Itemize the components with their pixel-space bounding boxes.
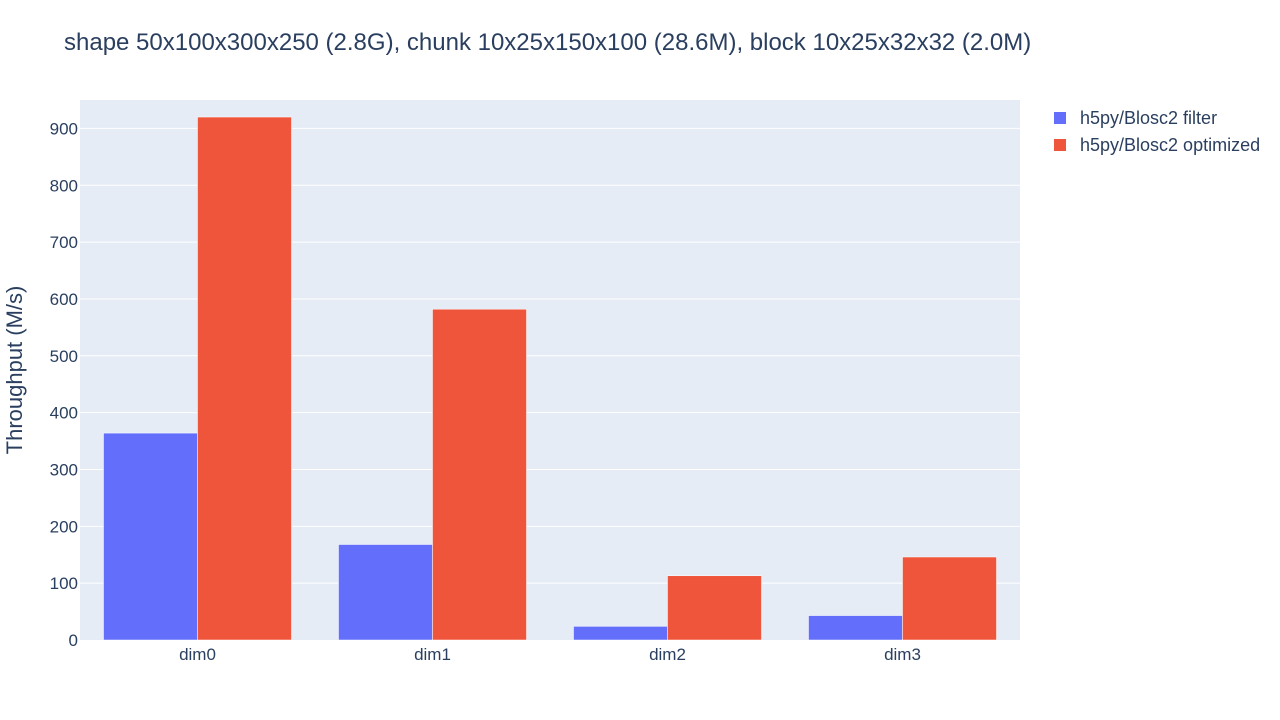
legend-swatch	[1054, 139, 1066, 151]
x-tick-label: dim3	[884, 645, 921, 664]
y-tick-label: 500	[50, 347, 78, 366]
y-tick-label: 400	[50, 404, 78, 423]
y-tick-label: 900	[50, 119, 78, 138]
chart-title: shape 50x100x300x250 (2.8G), chunk 10x25…	[64, 29, 1031, 56]
legend-label: h5py/Blosc2 filter	[1080, 108, 1217, 128]
bar-dim0-series-0	[103, 432, 198, 641]
bar-dim3-series-0	[808, 615, 903, 641]
x-tick-label: dim1	[414, 645, 451, 664]
y-tick-label: 800	[50, 176, 78, 195]
y-axis-title: Throughput (M/s)	[2, 286, 27, 455]
y-tick-label: 600	[50, 290, 78, 309]
y-axis-ticks: 0 100 200 300 400 500 600 700 800 900	[50, 119, 78, 650]
y-tick-label: 700	[50, 233, 78, 252]
bar-dim3-series-1	[902, 556, 997, 641]
legend-swatch	[1054, 112, 1066, 124]
legend-label: h5py/Blosc2 optimized	[1080, 135, 1260, 155]
bar-dim2-series-0	[573, 626, 668, 641]
bar-dim1-series-1	[432, 308, 527, 641]
x-axis-ticks: dim0 dim1 dim2 dim3	[179, 645, 921, 664]
bar-dim1-series-0	[338, 544, 433, 641]
bar-dim2-series-1	[667, 575, 762, 641]
y-tick-label: 0	[69, 631, 78, 650]
bars	[103, 116, 997, 641]
y-tick-label: 300	[50, 460, 78, 479]
legend: h5py/Blosc2 filter h5py/Blosc2 optimized	[1054, 108, 1260, 155]
y-tick-label: 100	[50, 574, 78, 593]
bar-dim0-series-1	[197, 116, 292, 641]
y-tick-label: 200	[50, 517, 78, 536]
x-tick-label: dim0	[179, 645, 216, 664]
x-tick-label: dim2	[649, 645, 686, 664]
